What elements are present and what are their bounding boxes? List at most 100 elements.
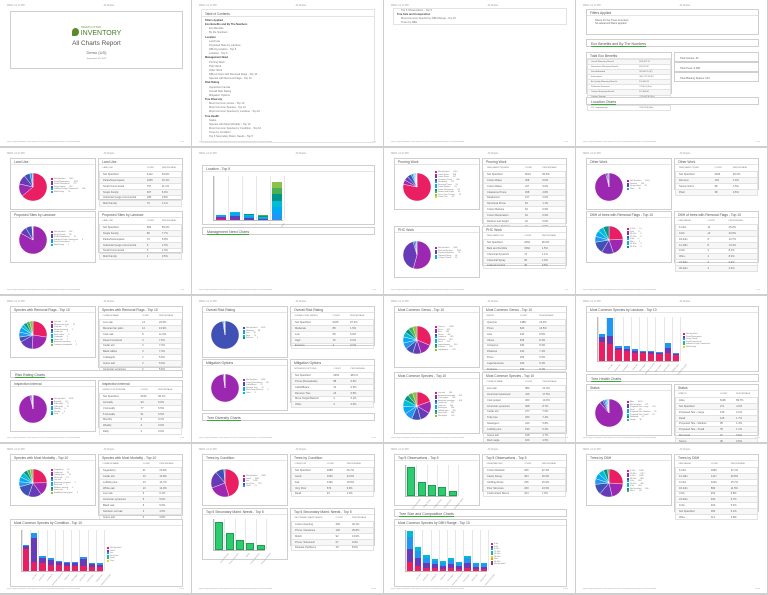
- legend-item[interactable]: Poor: [107, 560, 121, 563]
- toc-link[interactable]: Species with Removal Flags - Top 10: [209, 77, 252, 81]
- legend-item[interactable]: Pinus 620: [435, 329, 457, 332]
- legend-item[interactable]: Bark and Fertilize 1562: [435, 250, 461, 253]
- bar[interactable]: [63, 561, 71, 571]
- legend-item[interactable]: 30in+: [491, 558, 505, 561]
- legend-item[interactable]: Annually 93: [51, 401, 73, 404]
- bar[interactable]: [664, 343, 671, 361]
- legend-item[interactable]: Cork oak 8: [51, 326, 77, 329]
- toc-link[interactable]: Species with Most Mortality - Top 10: [209, 122, 251, 126]
- legend-item[interactable]: 6-12in 14: [627, 228, 641, 231]
- toc-link[interactable]: Eco Benefits: [209, 27, 224, 31]
- legend-item[interactable]: Reduce and height 42: [435, 191, 461, 194]
- bar[interactable]: [225, 532, 234, 550]
- legend-item[interactable]: Sugarberry 21: [51, 469, 78, 472]
- bar[interactable]: [438, 486, 447, 496]
- legend-item[interactable]: Cable/Brace 31: [243, 384, 269, 387]
- legend-item[interactable]: Good: [107, 550, 121, 553]
- legend-item[interactable]: Cedar elm 13: [51, 472, 78, 475]
- legend-item[interactable]: Remove 104: [627, 183, 649, 186]
- bar[interactable]: [656, 352, 663, 361]
- legend-item[interactable]: 6-12in 1836: [627, 470, 648, 473]
- legend-item[interactable]: Clearance Prune 308: [435, 179, 461, 182]
- pie-chart[interactable]: [594, 172, 624, 202]
- bar[interactable]: [648, 351, 655, 361]
- toc-link[interactable]: Tree Diversity: [205, 97, 223, 101]
- bar[interactable]: [464, 555, 471, 571]
- toc-link[interactable]: Most Common Species - Top 10: [209, 106, 246, 110]
- bar[interactable]: [55, 560, 62, 571]
- legend-item[interactable]: Green ash 168: [435, 412, 462, 415]
- legend-item[interactable]: Not Specified: [107, 547, 121, 550]
- bar[interactable]: [447, 557, 455, 571]
- legend-item[interactable]: Chemical Spray 65: [435, 255, 461, 258]
- bar[interactable]: [407, 467, 416, 496]
- legend-item[interactable]: 0-12in 1040: [627, 475, 648, 478]
- legend-item[interactable]: Loblolly pine 190: [435, 410, 462, 413]
- legend-item[interactable]: Remove Tree 24: [243, 387, 269, 390]
- legend-item[interactable]: Fair 1326: [243, 480, 265, 483]
- bar[interactable]: [39, 555, 46, 571]
- bar[interactable]: [415, 546, 422, 571]
- legend-item[interactable]: Parks/Greenspace: [683, 336, 710, 339]
- legend-item[interactable]: 3-6in: [491, 546, 505, 549]
- legend-item[interactable]: Not Specified 2062: [435, 247, 461, 250]
- legend-item[interactable]: Parks/Greenspace 70: [51, 236, 83, 239]
- bar[interactable]: [246, 542, 255, 550]
- toc-link[interactable]: Mitigation Options: [209, 93, 230, 97]
- legend-item[interactable]: Proposed Site - Small 78: [627, 414, 656, 417]
- legend-item[interactable]: Juniperus 330: [435, 336, 457, 339]
- legend-item[interactable]: Single Family: [683, 338, 710, 341]
- legend-item[interactable]: Not Specified 6352: [243, 379, 269, 382]
- legend-item[interactable]: Crown Thin 30: [435, 196, 461, 199]
- legend-item[interactable]: Plant 38: [627, 188, 649, 191]
- bar[interactable]: [88, 562, 95, 571]
- legend-item[interactable]: Young Tree Training 31: [435, 194, 461, 197]
- toc-link[interactable]: Proposed Sites by Landuse: [209, 43, 241, 47]
- legend-item[interactable]: Crabapple 2: [51, 336, 77, 339]
- legend-item[interactable]: Crown Raise 328: [435, 174, 461, 177]
- toc-link[interactable]: Inspection Interval: [209, 85, 231, 89]
- bar[interactable]: [431, 558, 438, 571]
- toc-link[interactable]: DBH by location - Top 5: [209, 48, 237, 52]
- toc-link[interactable]: Most Common Species by Condition - Top 1…: [209, 127, 261, 131]
- legend-item[interactable]: Not Specified 360: [627, 488, 648, 491]
- bar[interactable]: [598, 334, 606, 361]
- legend-item[interactable]: Not Specified 6225: [243, 327, 265, 330]
- legend-item[interactable]: Stump Grind 98: [627, 185, 649, 188]
- legend-item[interactable]: 3-6in 464: [627, 480, 648, 483]
- legend-item[interactable]: 24-30in 4: [627, 243, 641, 246]
- legend-item[interactable]: 18-24in: [491, 553, 505, 556]
- pie-chart[interactable]: [210, 320, 240, 350]
- legend-item[interactable]: Not Specified 271: [627, 404, 656, 407]
- legend-item[interactable]: 12-18in: [491, 551, 505, 554]
- legend-item[interactable]: Desert ironwood 3: [51, 329, 77, 332]
- legend-item[interactable]: American sycamore 5: [51, 482, 78, 485]
- toc-link[interactable]: Status: [209, 118, 217, 122]
- legend-item[interactable]: Dead: [107, 557, 121, 560]
- bar[interactable]: [672, 353, 679, 361]
- legend-item[interactable]: American basswood 416: [435, 395, 462, 398]
- bar[interactable]: [96, 563, 103, 571]
- legend-item[interactable]: Removed 47: [627, 416, 656, 419]
- toc-link[interactable]: Most Common Genus - Top 10: [209, 102, 245, 106]
- legend-item[interactable]: Very Poor: [107, 555, 121, 558]
- legend-item[interactable]: Quercus 1388: [435, 326, 457, 329]
- legend-item[interactable]: Fraxinus 230: [435, 346, 457, 349]
- legend-item[interactable]: Daily 3: [51, 413, 73, 416]
- legend-item[interactable]: 30in+ 114: [627, 490, 648, 493]
- legend-item[interactable]: 5 Annually 51: [51, 406, 73, 409]
- legend-item[interactable]: Multi Family 1: [51, 244, 83, 247]
- bar[interactable]: [615, 346, 622, 361]
- legend-item[interactable]: Not Specified: [683, 333, 710, 336]
- legend-item[interactable]: Not Specified 4412: [51, 178, 85, 181]
- pie-chart[interactable]: [18, 172, 48, 202]
- legend-item[interactable]: Single Family 80: [51, 234, 83, 237]
- pie-chart[interactable]: [402, 391, 432, 421]
- legend-item[interactable]: Very Poor 673: [243, 483, 265, 486]
- toc-link[interactable]: Management Need: [205, 56, 228, 60]
- legend-item[interactable]: Cork juniper 360: [435, 397, 462, 400]
- legend-item[interactable]: Green ash 2: [51, 339, 77, 342]
- legend-item[interactable]: Live oak 14: [51, 321, 77, 324]
- legend-item[interactable]: Tulip tree 260: [435, 405, 462, 408]
- legend-item[interactable]: Not Specified 3088: [243, 475, 265, 478]
